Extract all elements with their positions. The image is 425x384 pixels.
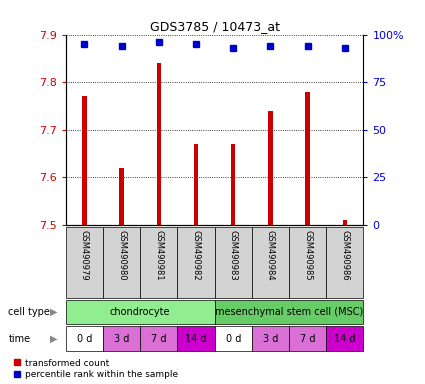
Bar xyxy=(103,326,140,351)
Bar xyxy=(252,227,289,298)
Bar xyxy=(215,326,252,351)
Text: 0 d: 0 d xyxy=(77,334,92,344)
Bar xyxy=(66,227,103,298)
Bar xyxy=(82,96,87,225)
Bar xyxy=(268,111,273,225)
Text: mesenchymal stem cell (MSC): mesenchymal stem cell (MSC) xyxy=(215,307,363,317)
Text: GSM490979: GSM490979 xyxy=(80,230,89,281)
Text: GSM490980: GSM490980 xyxy=(117,230,126,281)
Text: GSM490984: GSM490984 xyxy=(266,230,275,281)
Text: GSM490986: GSM490986 xyxy=(340,230,349,281)
Bar xyxy=(119,167,124,225)
Text: 3 d: 3 d xyxy=(114,334,129,344)
Text: 7 d: 7 d xyxy=(300,334,315,344)
Text: GSM490985: GSM490985 xyxy=(303,230,312,281)
Bar xyxy=(194,144,198,225)
Text: time: time xyxy=(8,334,31,344)
Title: GDS3785 / 10473_at: GDS3785 / 10473_at xyxy=(150,20,280,33)
Bar xyxy=(178,326,215,351)
Text: 0 d: 0 d xyxy=(226,334,241,344)
Bar xyxy=(66,300,215,324)
Bar xyxy=(215,227,252,298)
Bar xyxy=(326,227,363,298)
Bar xyxy=(140,227,178,298)
Bar xyxy=(231,144,235,225)
Text: ▶: ▶ xyxy=(50,307,57,317)
Bar xyxy=(305,91,310,225)
Text: 7 d: 7 d xyxy=(151,334,167,344)
Text: cell type: cell type xyxy=(8,307,51,317)
Text: ▶: ▶ xyxy=(50,334,57,344)
Bar xyxy=(178,227,215,298)
Bar xyxy=(66,326,103,351)
Text: GSM490983: GSM490983 xyxy=(229,230,238,281)
Text: GSM490981: GSM490981 xyxy=(154,230,163,281)
Bar xyxy=(156,63,161,225)
Text: 14 d: 14 d xyxy=(334,334,356,344)
Bar xyxy=(140,326,178,351)
Text: 14 d: 14 d xyxy=(185,334,207,344)
Text: 3 d: 3 d xyxy=(263,334,278,344)
Bar xyxy=(343,220,347,225)
Bar xyxy=(289,227,326,298)
Legend: transformed count, percentile rank within the sample: transformed count, percentile rank withi… xyxy=(13,359,178,379)
Bar xyxy=(289,326,326,351)
Bar xyxy=(252,326,289,351)
Text: chondrocyte: chondrocyte xyxy=(110,307,170,317)
Text: GSM490982: GSM490982 xyxy=(192,230,201,281)
Bar xyxy=(215,300,363,324)
Bar xyxy=(326,326,363,351)
Bar xyxy=(103,227,140,298)
